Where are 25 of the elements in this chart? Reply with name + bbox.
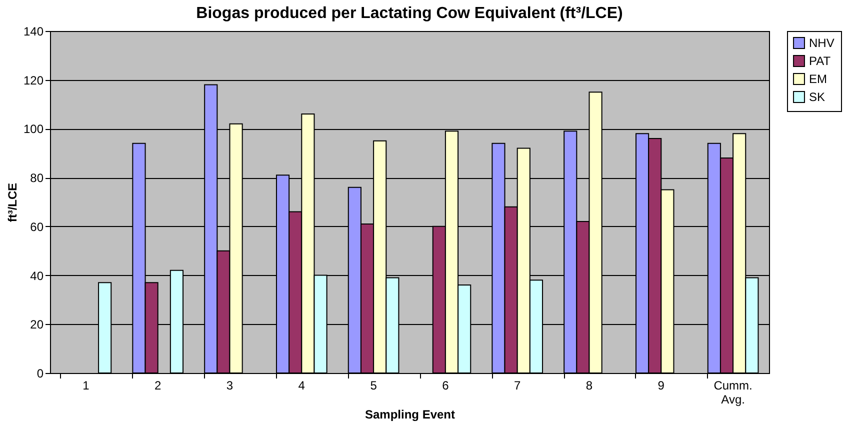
legend-label: NHV xyxy=(809,36,834,50)
x-tick-label: 6 xyxy=(442,378,450,392)
x-tick-label: 3 xyxy=(226,378,234,392)
x-tick-label: 5 xyxy=(370,378,378,392)
x-tick-label: 9 xyxy=(658,378,665,392)
y-tick-label: 140 xyxy=(23,24,44,38)
x-tick-label: 7 xyxy=(514,378,522,392)
legend-label: PAT xyxy=(809,54,832,68)
x-tick-label: 8 xyxy=(586,378,593,392)
y-tick-label: 20 xyxy=(30,318,44,332)
chart-title: Biogas produced per Lactating Cow Equivalent (ft³/LCE) xyxy=(196,5,623,22)
x-tick-label: 1 xyxy=(82,378,90,392)
y-tick-label: 120 xyxy=(23,73,44,88)
x-tick-label: 4 xyxy=(298,378,306,392)
y-tick-label: 100 xyxy=(23,122,44,136)
legend-label: SK xyxy=(809,90,826,104)
y-tick-label: 80 xyxy=(30,171,44,186)
y-axis-title: ft³/LCE xyxy=(5,182,20,222)
y-tick-label: 40 xyxy=(30,268,44,283)
y-tick-label: 60 xyxy=(30,220,44,234)
legend-label: EM xyxy=(809,72,828,86)
x-axis-title: Sampling Event xyxy=(364,408,456,422)
x-tick-label: Cumm. Avg. xyxy=(714,378,752,406)
y-tick-label: 0 xyxy=(36,366,44,380)
x-tick-label: 2 xyxy=(154,378,162,392)
